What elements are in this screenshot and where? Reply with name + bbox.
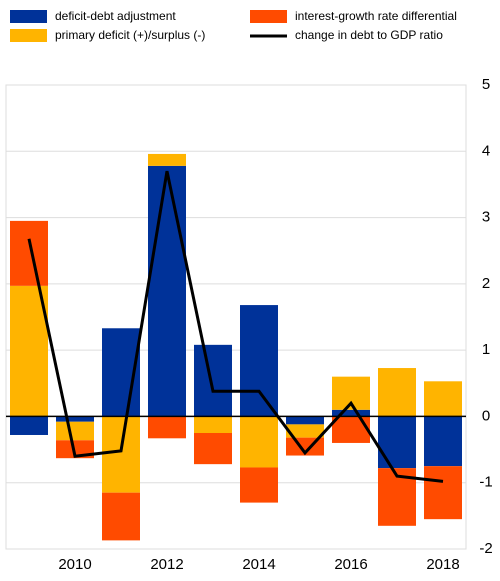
bar-segment	[424, 416, 462, 467]
bar-segment	[378, 368, 416, 417]
x-tick-label: 2018	[426, 556, 459, 573]
bar-segment	[10, 220, 48, 286]
x-tick-label: 2014	[242, 556, 275, 573]
bar-segment	[424, 466, 462, 520]
bar-segment	[148, 153, 186, 166]
bar-segment	[102, 416, 140, 493]
y-tick-label: 0	[482, 407, 490, 424]
bar-segment	[102, 492, 140, 541]
bar-segment	[378, 416, 416, 469]
bar-segment	[240, 416, 278, 468]
legend-swatch	[10, 10, 47, 23]
bar-segment	[424, 381, 462, 417]
bar-segment	[10, 285, 48, 417]
bar-segment	[10, 416, 48, 435]
bar-segment	[286, 424, 324, 438]
bar-segment	[286, 416, 324, 425]
y-tick-label: 4	[482, 142, 490, 159]
bar-segment	[56, 421, 94, 441]
bar-segment	[332, 409, 370, 417]
legend-swatch	[10, 29, 47, 42]
bar-segment	[240, 467, 278, 503]
line-series	[27, 170, 444, 483]
legend-label: interest-growth rate differential	[295, 9, 457, 23]
bar-segment	[148, 416, 186, 439]
bar-segment	[194, 344, 232, 417]
y-tick-label: -1	[479, 474, 492, 491]
bar-segment	[332, 416, 370, 443]
bar-segment	[240, 305, 278, 417]
y-tick-label: 2	[482, 275, 490, 292]
legend-label: change in debt to GDP ratio	[295, 28, 443, 42]
x-tick-label: 2016	[334, 556, 367, 573]
bar-segment	[194, 433, 232, 465]
x-tick-label: 2010	[58, 556, 91, 573]
x-tick-label: 2012	[150, 556, 183, 573]
bar-segment	[194, 416, 232, 433]
y-tick-label: 3	[482, 209, 490, 226]
y-tick-label: -2	[479, 540, 492, 557]
y-tick-label: 1	[482, 341, 490, 358]
bar-segment	[148, 165, 186, 417]
legend-swatch	[250, 10, 287, 23]
y-tick-label: 5	[482, 76, 490, 93]
bar-segment	[56, 416, 94, 422]
legend-label: primary deficit (+)/surplus (-)	[55, 28, 205, 42]
legend-label: deficit-debt adjustment	[55, 9, 176, 23]
